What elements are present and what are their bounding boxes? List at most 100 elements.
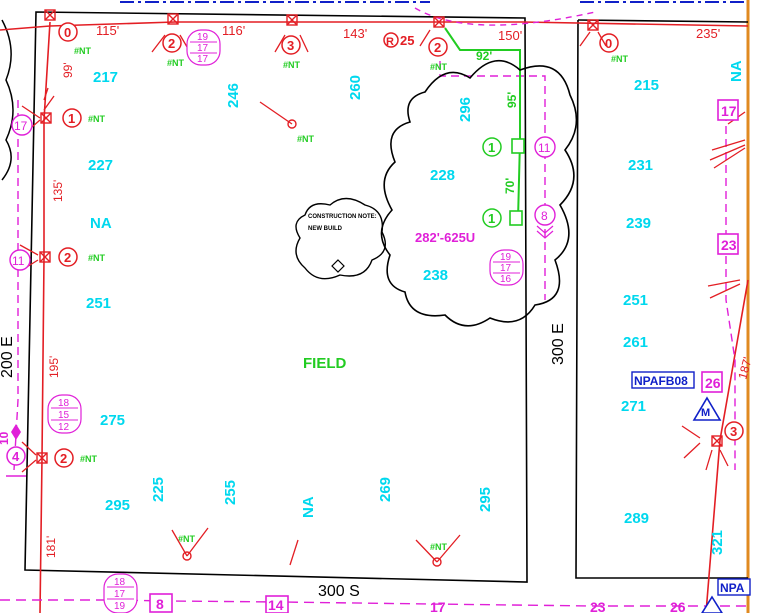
parcel-number: 231 [628,157,653,174]
span-length: 116' [222,23,245,38]
magenta-circles [9,114,556,271]
span-length: 187' [735,356,754,381]
r-marker-value: 25 [400,33,414,48]
green-box-icon [509,210,523,226]
magenta-box-label: 8 [156,596,164,612]
nt-tag: #NT [297,134,315,144]
nt-tag: #NT [88,114,106,124]
pole-markers [36,9,723,464]
magenta-circle-label: 11 [538,141,551,155]
stacked-label: 18 [114,577,126,588]
magenta-circle-label: 8 [541,209,548,223]
nt-tag: #NT [167,58,185,68]
nt-tag: #NT [74,46,92,56]
callout-label: 282'-625U [415,230,475,245]
field-label: FIELD [303,355,346,372]
device-tag: NPAFB08 [634,374,688,388]
parcel-number: 251 [623,292,648,309]
primary-line-west [39,21,51,613]
secondary-line-east [439,48,546,300]
parcel-number: 260 [347,75,364,100]
street-label: 300 S [318,583,360,600]
magenta-circle-label: 17 [14,119,28,133]
parcel-number: 295 [477,487,494,512]
meter-symbol: M [701,407,710,419]
parcel-number: 227 [88,157,113,174]
nt-tag: #NT [283,60,301,70]
pole-number: 2 [434,40,441,55]
street-label: 300 E [550,323,567,365]
pole-number: 2 [60,451,67,466]
pole-number: 1 [488,140,495,155]
meter-icon [692,396,722,421]
stacked-label: 18 [58,398,70,409]
parcel-number: 271 [621,398,646,415]
nt-tag: #NT [611,54,629,64]
magenta-box-label: 17 [721,103,737,119]
secondary-arc-top [414,7,596,26]
parcel-number: 238 [423,267,448,284]
diamond-icon [331,259,345,273]
nt-tag: #NT [430,62,448,72]
parcel-number: 321 [709,530,726,555]
r-marker-symbol: R [386,36,394,48]
pole-number: 3 [730,424,737,439]
parcel-number: 275 [100,412,125,429]
stacked-label: 17 [114,589,126,600]
r-marker-icon [383,32,399,48]
parcel-number: NA [300,496,317,518]
parcel-number: 251 [86,295,111,312]
magenta-boxes [149,99,739,613]
span-length: 143' [343,26,367,41]
parcel-number: 217 [93,69,118,86]
parcel-number: 269 [377,477,394,502]
tree-outline-left [1,19,14,181]
magenta-box-label: 23 [590,599,606,613]
block-outline-main [24,11,528,583]
span-length: 70' [503,178,517,194]
pole-number: 2 [64,250,71,265]
parcel-number: 261 [623,334,648,351]
green-box-icon [511,138,525,154]
span-length: 115' [96,23,119,38]
construction-note-line2: NEW BUILD [308,226,343,232]
secondary-line-west [13,100,19,471]
pole-number: 1 [488,211,495,226]
stacked-label: 19 [197,32,209,43]
magenta-box-label: 14 [268,597,284,613]
device-tag-partial: NPA [720,581,745,595]
nt-tag: #NT [80,454,98,464]
pole-number: 0 [605,36,612,51]
block-outline-east-top [577,19,749,23]
parcel-number: 295 [105,497,130,514]
pole-number: 0 [64,25,71,40]
span-length: 99' [61,62,75,78]
parcel-number: 215 [634,77,659,94]
diamond-icon [11,424,21,440]
stacked-label: 17 [197,43,209,54]
secondary-line-east-block [725,100,736,470]
construction-note-cloud [295,197,386,280]
stacked-label: 16 [500,274,512,285]
span-length: 235' [696,26,720,41]
primary-line-east [705,279,749,613]
parcel-number: 239 [626,215,651,232]
span-length: 195' [47,356,61,378]
parcel-number: 296 [457,97,474,122]
stacked-label: 19 [114,601,126,612]
parcel-number: NA [728,60,745,82]
span-length: 95' [505,92,519,108]
pole-number: 2 [168,36,175,51]
pole-number-circles [6,22,744,468]
span-length: 181' [44,536,58,558]
parcel-number: 246 [225,83,242,108]
street-label: 200 E [0,336,16,378]
stacked-label: 17 [197,54,209,65]
span-length: 92' [476,49,492,63]
guy-arrows [19,29,746,566]
pole-number: 3 [287,38,294,53]
device-tag-box [631,371,695,389]
vertical-tag: 10 [0,431,11,445]
parcel-number: 289 [624,510,649,527]
